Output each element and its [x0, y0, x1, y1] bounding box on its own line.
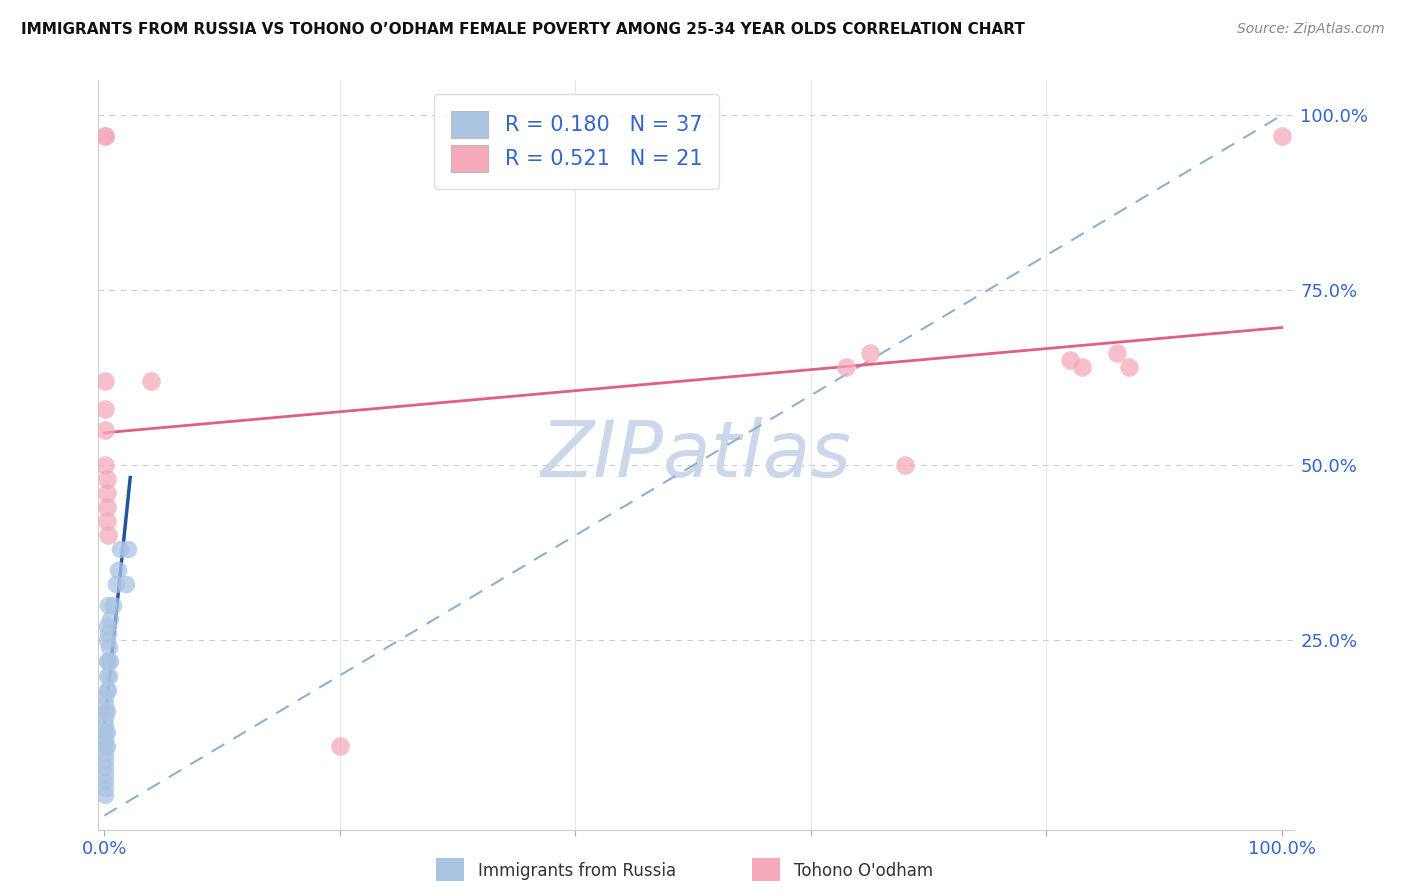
Point: [96, 619, 118, 633]
Point: [96, 472, 118, 486]
Point: [94, 375, 117, 389]
Point: [329, 739, 352, 753]
Point: [1271, 129, 1294, 144]
Point: [94, 788, 117, 802]
Point: [94, 129, 117, 144]
Point: [94, 739, 117, 753]
Point: [96, 486, 118, 500]
Point: [96, 668, 118, 682]
Point: [859, 346, 882, 360]
Point: [97, 599, 120, 613]
Point: [94, 697, 117, 711]
Point: [114, 577, 136, 591]
Point: [98, 655, 121, 669]
Point: [97, 528, 120, 542]
Point: [94, 724, 117, 739]
Point: [94, 424, 117, 438]
Point: [96, 724, 118, 739]
Point: [96, 500, 118, 515]
Point: [98, 668, 121, 682]
Point: [835, 360, 858, 375]
Point: [1070, 360, 1092, 375]
Point: [107, 564, 129, 578]
Point: [117, 542, 139, 557]
Point: [96, 704, 118, 718]
Point: [94, 731, 117, 746]
Point: [97, 655, 120, 669]
Point: [108, 542, 131, 557]
Point: [96, 633, 118, 648]
Text: Tohono O'odham: Tohono O'odham: [794, 863, 934, 880]
Point: [894, 458, 917, 473]
Point: [94, 766, 117, 780]
Point: [97, 682, 120, 697]
Point: [94, 129, 117, 144]
Point: [96, 739, 118, 753]
Text: IMMIGRANTS FROM RUSSIA VS TOHONO O’ODHAM FEMALE POVERTY AMONG 25-34 YEAR OLDS CO: IMMIGRANTS FROM RUSSIA VS TOHONO O’ODHAM…: [21, 22, 1025, 37]
Text: Source: ZipAtlas.com: Source: ZipAtlas.com: [1237, 22, 1385, 37]
Point: [94, 402, 117, 417]
Point: [94, 690, 117, 704]
Point: [98, 640, 121, 655]
Point: [96, 682, 118, 697]
Point: [94, 710, 117, 724]
Point: [1118, 360, 1140, 375]
Point: [101, 599, 124, 613]
Point: [94, 780, 117, 795]
Point: [94, 759, 117, 773]
Point: [94, 704, 117, 718]
Point: [105, 577, 128, 591]
Point: [94, 746, 117, 760]
Legend: R = 0.180   N = 37, R = 0.521   N = 21: R = 0.180 N = 37, R = 0.521 N = 21: [434, 95, 718, 188]
Point: [94, 458, 117, 473]
Point: [1059, 353, 1081, 368]
Point: [96, 655, 118, 669]
Point: [94, 717, 117, 731]
Point: [97, 626, 120, 640]
Text: Immigrants from Russia: Immigrants from Russia: [478, 863, 676, 880]
Point: [141, 375, 163, 389]
Point: [1105, 346, 1128, 360]
Text: ZIPatlas: ZIPatlas: [540, 417, 852, 493]
Point: [98, 612, 121, 626]
Point: [96, 515, 118, 529]
Point: [94, 752, 117, 766]
Point: [94, 773, 117, 788]
